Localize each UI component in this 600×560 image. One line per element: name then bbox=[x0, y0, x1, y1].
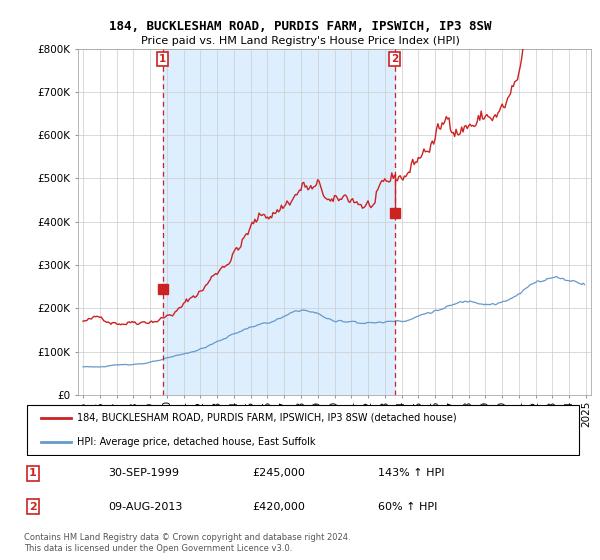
Text: 184, BUCKLESHAM ROAD, PURDIS FARM, IPSWICH, IP3 8SW (detached house): 184, BUCKLESHAM ROAD, PURDIS FARM, IPSWI… bbox=[77, 413, 457, 423]
Text: Contains HM Land Registry data © Crown copyright and database right 2024.
This d: Contains HM Land Registry data © Crown c… bbox=[24, 533, 350, 553]
Text: 2: 2 bbox=[391, 54, 398, 64]
Text: £420,000: £420,000 bbox=[252, 502, 305, 512]
Text: Price paid vs. HM Land Registry's House Price Index (HPI): Price paid vs. HM Land Registry's House … bbox=[140, 36, 460, 46]
FancyBboxPatch shape bbox=[27, 405, 579, 455]
Text: 1: 1 bbox=[29, 468, 37, 478]
Text: HPI: Average price, detached house, East Suffolk: HPI: Average price, detached house, East… bbox=[77, 437, 316, 447]
Text: 184, BUCKLESHAM ROAD, PURDIS FARM, IPSWICH, IP3 8SW: 184, BUCKLESHAM ROAD, PURDIS FARM, IPSWI… bbox=[109, 20, 491, 32]
Text: 30-SEP-1999: 30-SEP-1999 bbox=[108, 468, 179, 478]
Text: £245,000: £245,000 bbox=[252, 468, 305, 478]
Text: 60% ↑ HPI: 60% ↑ HPI bbox=[378, 502, 437, 512]
Bar bbox=[163, 49, 395, 395]
Text: 1: 1 bbox=[159, 54, 166, 64]
Text: 143% ↑ HPI: 143% ↑ HPI bbox=[378, 468, 445, 478]
Text: 09-AUG-2013: 09-AUG-2013 bbox=[108, 502, 182, 512]
Text: 2: 2 bbox=[29, 502, 37, 512]
